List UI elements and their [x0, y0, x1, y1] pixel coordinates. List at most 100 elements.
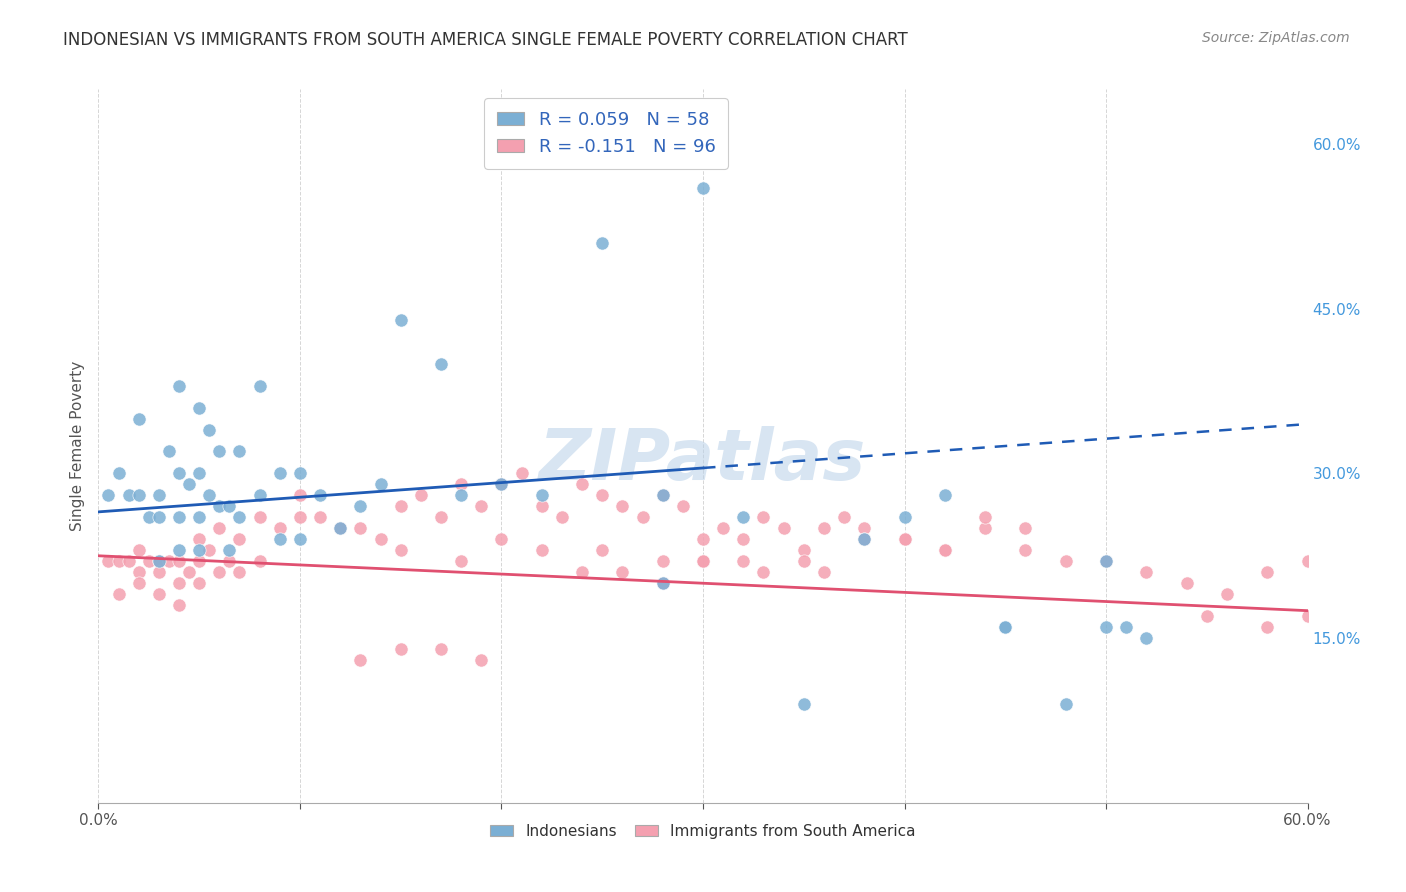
Point [269, 533, 291, 547]
Point [249, 554, 271, 568]
Point [733, 533, 755, 547]
Point [591, 488, 613, 502]
Point [1216, 587, 1239, 601]
Point [813, 566, 835, 580]
Text: INDONESIAN VS IMMIGRANTS FROM SOUTH AMERICA SINGLE FEMALE POVERTY CORRELATION CH: INDONESIAN VS IMMIGRANTS FROM SOUTH AMER… [63, 31, 908, 49]
Point [188, 467, 211, 481]
Point [793, 697, 815, 711]
Point [772, 521, 794, 535]
Point [389, 500, 412, 514]
Point [249, 488, 271, 502]
Point [148, 510, 170, 524]
Point [218, 543, 240, 558]
Point [692, 533, 714, 547]
Point [409, 488, 432, 502]
Point [612, 566, 634, 580]
Point [128, 576, 150, 591]
Point [198, 423, 221, 437]
Point [167, 598, 190, 612]
Point [994, 620, 1017, 634]
Point [1095, 554, 1118, 568]
Point [530, 488, 553, 502]
Point [450, 554, 472, 568]
Point [208, 444, 231, 458]
Point [128, 488, 150, 502]
Point [198, 488, 221, 502]
Point [228, 444, 250, 458]
Point [228, 510, 250, 524]
Point [188, 576, 211, 591]
Point [1115, 620, 1137, 634]
Point [329, 521, 352, 535]
Point [389, 642, 412, 657]
Point [249, 510, 271, 524]
Point [1296, 609, 1319, 624]
Point [430, 357, 453, 371]
Point [1175, 576, 1198, 591]
Point [1296, 554, 1319, 568]
Point [934, 543, 956, 558]
Point [107, 467, 129, 481]
Point [157, 554, 180, 568]
Point [148, 587, 170, 601]
Point [813, 521, 835, 535]
Point [269, 467, 291, 481]
Point [218, 500, 240, 514]
Point [651, 488, 673, 502]
Point [97, 488, 120, 502]
Point [349, 521, 371, 535]
Point [752, 510, 775, 524]
Point [832, 510, 855, 524]
Point [269, 521, 291, 535]
Point [157, 444, 180, 458]
Point [167, 576, 190, 591]
Point [167, 554, 190, 568]
Legend: Indonesians, Immigrants from South America: Indonesians, Immigrants from South Ameri… [484, 818, 922, 845]
Point [148, 554, 170, 568]
Point [188, 401, 211, 415]
Point [1054, 697, 1077, 711]
Point [288, 533, 311, 547]
Point [389, 312, 412, 326]
Point [228, 533, 250, 547]
Point [118, 488, 141, 502]
Point [1095, 554, 1118, 568]
Point [591, 235, 613, 250]
Point [1014, 521, 1036, 535]
Point [249, 378, 271, 392]
Point [167, 467, 190, 481]
Point [571, 566, 593, 580]
Point [188, 533, 211, 547]
Point [470, 500, 492, 514]
Point [208, 500, 231, 514]
Point [1095, 620, 1118, 634]
Point [793, 543, 815, 558]
Point [1195, 609, 1218, 624]
Point [733, 510, 755, 524]
Point [934, 488, 956, 502]
Point [651, 488, 673, 502]
Point [167, 378, 190, 392]
Point [470, 653, 492, 667]
Text: ZIPatlas: ZIPatlas [540, 425, 866, 495]
Point [370, 477, 392, 491]
Point [1135, 566, 1157, 580]
Point [974, 510, 997, 524]
Point [551, 510, 574, 524]
Point [1256, 566, 1278, 580]
Point [491, 477, 513, 491]
Point [208, 521, 231, 535]
Point [118, 554, 141, 568]
Point [179, 477, 201, 491]
Point [228, 566, 250, 580]
Point [692, 554, 714, 568]
Point [530, 543, 553, 558]
Point [349, 500, 371, 514]
Point [793, 554, 815, 568]
Point [128, 566, 150, 580]
Point [752, 566, 775, 580]
Point [349, 653, 371, 667]
Point [138, 510, 160, 524]
Point [198, 543, 221, 558]
Point [188, 510, 211, 524]
